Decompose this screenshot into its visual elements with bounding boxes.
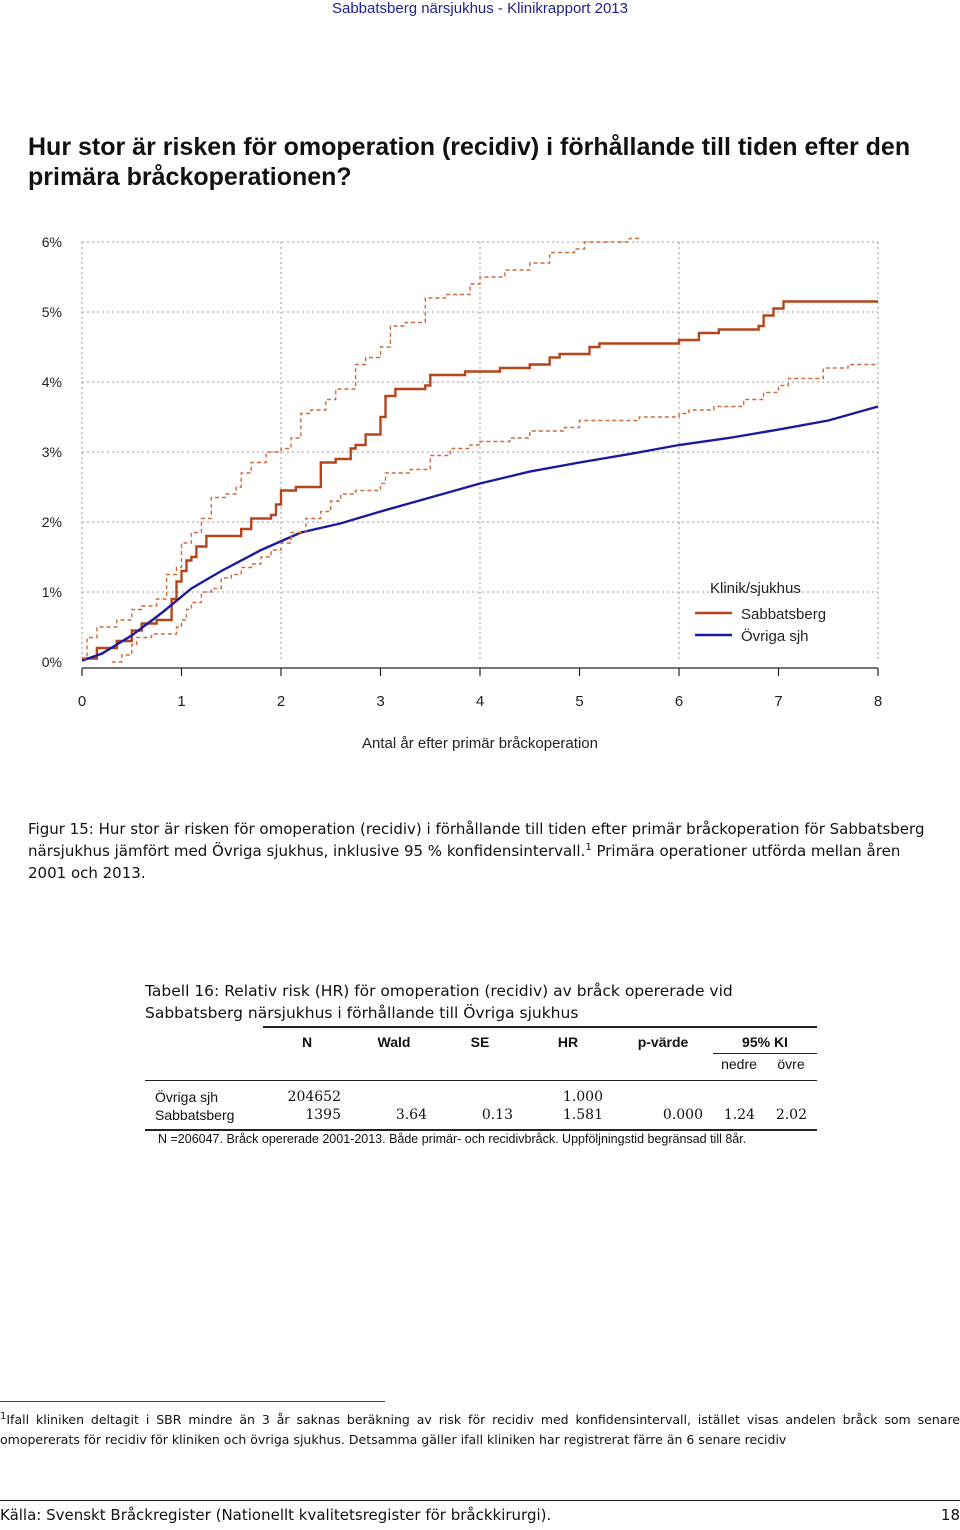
footer-source: Källa: Svenskt Bråckregister (Nationellt… [0,1506,552,1524]
cell-p: 0.000 [662,1107,703,1123]
footnote-divider [0,1401,385,1402]
sabbatsberg-line [82,300,878,660]
x-tick-label: 1 [177,693,185,710]
y-tick-label: 6% [42,234,62,250]
x-tick-label: 2 [277,693,285,710]
cell-se [437,1081,523,1107]
footer-divider [0,1500,960,1501]
col-header-upper: övre [777,1056,805,1072]
cell-upper: 2.02 [775,1107,807,1123]
subheader-blank [145,1054,713,1081]
table-row: Övriga sjh 204652 1.000 [145,1080,817,1107]
series-layer [81,237,879,663]
cell-n: 204652 [287,1089,341,1105]
figure-caption-tail: Primära operationer utförda mellan åren … [28,842,901,882]
cell-upper [765,1081,817,1107]
footnote: 1Ifall kliniken deltagit i SBR mindre än… [0,1410,960,1450]
cell-hr: 1.581 [562,1107,603,1123]
cell-wald: 3.64 [395,1107,427,1123]
y-tick-label: 2% [42,514,62,530]
x-tick-label: 3 [376,693,384,710]
recidiv-risk-chart: 0% 1% 2% 3% 4% 5% 6% 0 1 2 3 4 5 6 7 8 Antal år efter p… [42,234,882,752]
x-tick-label: 4 [476,693,484,710]
cell-p [613,1081,713,1107]
figure-caption: Figur 15: Hur stor är risken för omopera… [28,818,933,884]
x-tick-label: 0 [78,693,86,710]
cell-se: 0.13 [481,1107,513,1123]
ci-lower-sabbatsberg [111,363,878,663]
x-axis-title: Antal år efter primär bråckoperation [362,735,598,752]
col-header-hr: HR [523,1026,613,1054]
page-title: Hur stor är risken för omoperation (reci… [28,133,911,191]
cell-wald [351,1081,437,1107]
footnote-text: Ifall kliniken deltagit i SBR mindre än … [0,1412,960,1447]
col-header-n: N [263,1026,351,1054]
table-caption: Tabell 16: Relativ risk (HR) för omopera… [145,982,733,1022]
page-number: 18 [940,1506,960,1524]
footnote-ref: 1 [585,842,592,853]
legend-title: Klinik/sjukhus [710,580,801,597]
hazard-ratio-table: N Wald SE HR p-värde 95% KI nedre övre Ö… [145,1026,817,1131]
cell-lower [713,1081,765,1107]
col-header-wald: Wald [351,1026,437,1054]
x-tick-label: 6 [675,693,683,710]
col-header-ki: 95% KI [713,1026,817,1054]
table-note: N =206047. Bråck opererade 2001-2013. Bå… [158,1132,747,1146]
table-row: Sabbatsberg 1395 3.64 0.13 1.581 0.000 1… [145,1106,817,1130]
cell-hr: 1.000 [562,1089,603,1105]
ovriga-sjh-line [81,405,879,662]
x-tick-label: 5 [575,693,583,710]
col-header-p: p-värde [613,1026,713,1054]
x-tick-label: 8 [874,693,882,710]
y-tick-label: 0% [42,654,62,670]
running-header: Sabbatsberg närsjukhus - Klinikrapport 2… [331,0,628,17]
y-tick-label: 4% [42,374,62,390]
x-tick-label: 7 [774,693,782,710]
ci-upper-sabbatsberg [82,237,640,660]
figure-caption-text: Figur 15: Hur stor är risken för omopera… [28,820,925,860]
cell-lower: 1.24 [723,1107,755,1123]
row-label: Sabbatsberg [155,1107,235,1123]
y-tick-label: 5% [42,304,62,320]
col-header-lower: nedre [721,1056,757,1072]
header-blank [145,1027,263,1054]
legend-label-sabbatsberg: Sabbatsberg [741,606,826,623]
axes-layer: 0% 1% 2% 3% 4% 5% 6% 0 1 2 3 4 5 6 7 8 [42,234,882,710]
row-label: Övriga sjh [155,1089,219,1105]
footnote-mark: 1 [0,1411,7,1422]
chart-legend: Klinik/sjukhus Sabbatsberg Övriga sjh [695,580,826,645]
y-tick-label: 3% [42,444,62,460]
y-tick-label: 1% [42,584,62,600]
cell-n: 1395 [305,1107,341,1123]
grid-layer [81,241,879,662]
col-header-se: SE [437,1026,523,1054]
legend-label-ovriga: Övriga sjh [741,627,809,645]
